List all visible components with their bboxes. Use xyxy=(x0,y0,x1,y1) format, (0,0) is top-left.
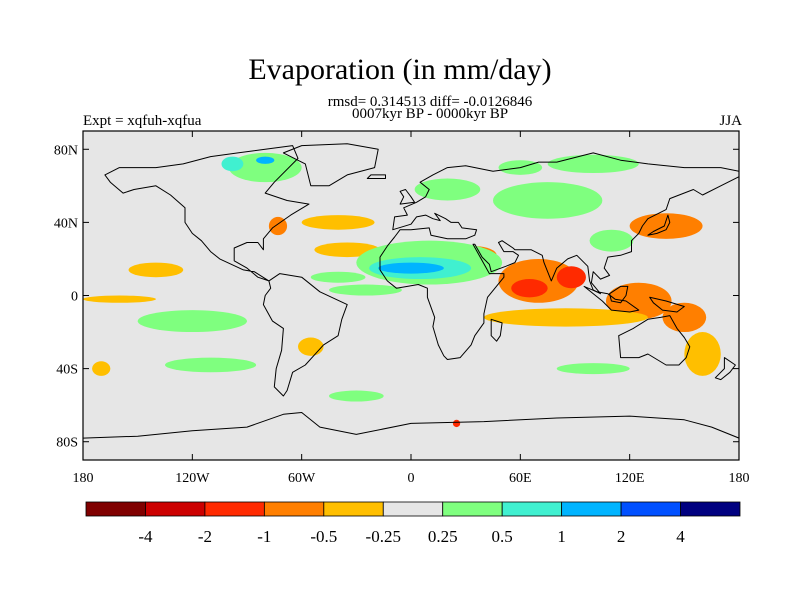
lon-tick-label: 120W xyxy=(175,471,210,486)
colorbar-swatch xyxy=(204,501,265,517)
lon-tick-label: 120E xyxy=(615,471,645,486)
colorbar-label: 0.5 xyxy=(492,527,513,546)
anomaly-region-21 xyxy=(493,182,603,219)
anomaly-region-17 xyxy=(165,357,257,373)
colorbar: -4 -2 -1 -0.5 -0.25 0.25 0.5 1 2 4 xyxy=(85,501,741,546)
colorbar-swatch xyxy=(85,501,146,517)
experiment-label: Expt = xqfuh-xqfua xyxy=(83,113,202,129)
anomaly-region-15 xyxy=(329,284,402,296)
lat-tick-label: 80N xyxy=(54,143,78,158)
greenland-coastline xyxy=(282,143,379,187)
anomaly-region-6 xyxy=(684,332,721,376)
lat-tick-label: 40S xyxy=(56,363,78,378)
uk-coastline xyxy=(399,189,416,205)
colorbar-swatch xyxy=(620,501,681,517)
anomaly-region-13 xyxy=(268,216,288,236)
colorbar-label: 2 xyxy=(617,527,626,546)
lat-tick-label: 80S xyxy=(56,436,78,451)
anomaly-region-25 xyxy=(256,156,275,164)
borneo-coastline xyxy=(609,285,629,304)
colorbar-label: -0.5 xyxy=(310,527,337,546)
season-label: JJA xyxy=(719,113,742,129)
colorbar-label: -0.25 xyxy=(366,527,401,546)
anomaly-region-12 xyxy=(301,215,375,230)
lat-tick-label: 40N xyxy=(54,216,78,231)
lon-tick-label: 180 xyxy=(73,471,94,486)
colorbar-label: 0.25 xyxy=(428,527,458,546)
stats-line: rmsd= 0.314513 diff= -0.0126846 xyxy=(327,94,533,110)
eurasia-africa-coastline xyxy=(379,152,739,360)
anomaly-region-26 xyxy=(329,390,384,402)
north-america-coastline xyxy=(104,145,310,282)
antarctica-coastline xyxy=(83,412,739,460)
colorbar-swatch xyxy=(501,501,563,517)
anomaly-region-31 xyxy=(310,271,366,283)
colorbar-swatch xyxy=(145,501,206,517)
anomaly-region-9 xyxy=(128,262,184,278)
anomaly-region-24 xyxy=(221,156,244,172)
anomaly-region-22 xyxy=(414,178,481,201)
iceland-coastline xyxy=(366,174,386,179)
anomaly-region-20 xyxy=(378,262,444,274)
anomaly-region-10 xyxy=(83,295,156,303)
anomaly-region-7 xyxy=(629,213,703,239)
anomaly-region-16 xyxy=(137,310,247,333)
colorbar-swatch xyxy=(263,501,325,517)
colorbar-swatch xyxy=(323,501,384,517)
indonesia-coastline xyxy=(583,285,640,313)
colorbar-label: 1 xyxy=(557,527,566,546)
lon-tick-label: 0 xyxy=(408,471,415,486)
madagascar-coastline xyxy=(490,318,503,342)
anomaly-region-32 xyxy=(92,361,111,376)
japan-coastline xyxy=(647,214,671,236)
lon-tick-label: 60E xyxy=(509,471,532,486)
anomaly-region-14 xyxy=(298,337,324,356)
australia-coastline xyxy=(618,315,691,366)
new-guinea-coastline xyxy=(649,296,685,313)
colorbar-swatch xyxy=(680,501,741,517)
lon-tick-label: 60W xyxy=(288,471,316,486)
anomaly-region-28 xyxy=(589,229,634,252)
colorbar-label: 4 xyxy=(676,527,685,546)
anomaly-region-5 xyxy=(483,308,648,327)
chart-title: Evaporation (in mm/day) xyxy=(248,53,552,86)
anomaly-region-33 xyxy=(452,419,461,428)
colorbar-swatch xyxy=(382,501,444,517)
period-line: 0007kyr BP - 0000kyr BP xyxy=(351,106,509,122)
anomaly-region-29 xyxy=(547,154,639,174)
anomaly-region-4 xyxy=(662,302,707,333)
lat-tick-label: 0 xyxy=(71,290,78,305)
new-zealand-coastline xyxy=(714,357,736,381)
axis-ticks: 180 120W 60W 0 60E 120E 180 80N 40N 0 40S 80S xyxy=(54,131,750,486)
south-america-coastline xyxy=(262,273,348,397)
anomaly-region-27 xyxy=(556,363,630,375)
colorbar-label: -2 xyxy=(198,527,212,546)
colorbar-label: -1 xyxy=(257,527,271,546)
colorbar-label: -4 xyxy=(138,527,153,546)
anomaly-region-1 xyxy=(556,266,586,289)
anomaly-regions xyxy=(83,152,721,428)
anomaly-region-3 xyxy=(605,282,672,320)
anomaly-region-2 xyxy=(511,279,548,298)
coastlines xyxy=(83,143,739,460)
lon-tick-label: 180 xyxy=(729,471,750,486)
colorbar-swatch xyxy=(442,501,503,517)
anomaly-region-23 xyxy=(228,152,302,183)
colorbar-swatch xyxy=(561,501,622,517)
